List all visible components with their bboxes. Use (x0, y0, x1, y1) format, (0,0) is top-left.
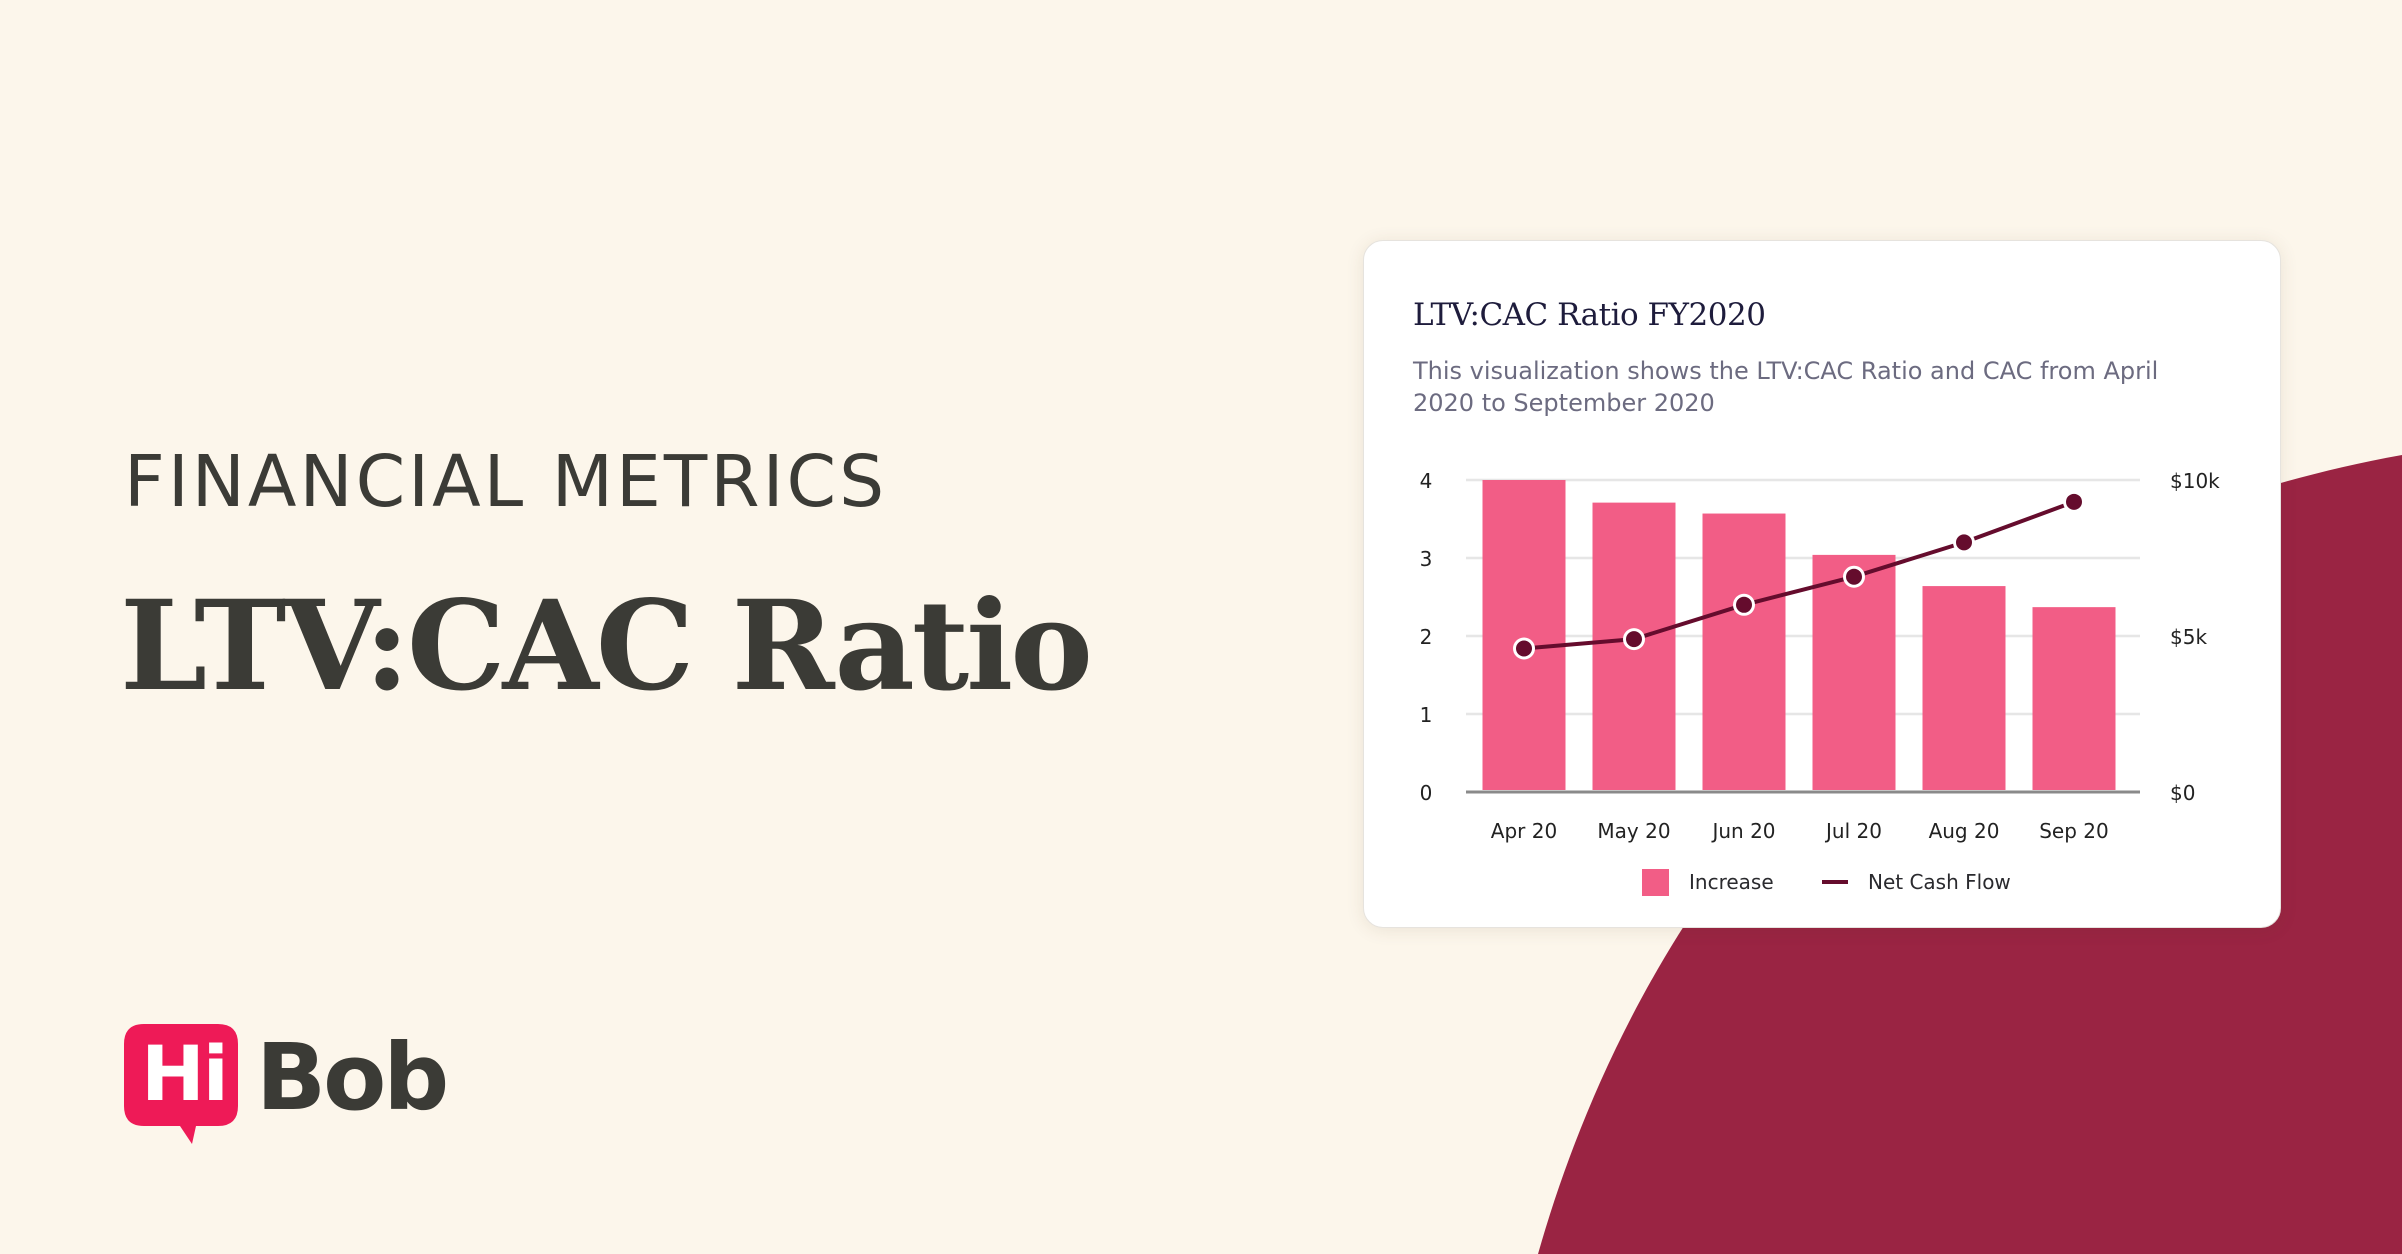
line-swatch-icon (1822, 880, 1848, 884)
y-right-tick-label: $0 (2170, 781, 2195, 805)
net-cash-flow-line (1523, 499, 2075, 651)
y-right-tick-label: $5k (2170, 625, 2207, 649)
y-left-tick-label: 0 (1420, 781, 1433, 805)
chart-legend: Increase Net Cash Flow (1364, 865, 2282, 899)
legend-label: Increase (1689, 870, 1774, 894)
bar (1482, 480, 1566, 790)
y-left-tick-label: 2 (1420, 625, 1433, 649)
page-title: LTV:CAC Ratio (120, 574, 1093, 719)
data-point (1736, 596, 1752, 613)
x-tick-label: Sep 20 (2039, 819, 2109, 843)
legend-item-increase[interactable]: Increase (1642, 865, 1774, 899)
y-left-tick-label: 1 (1420, 703, 1433, 727)
bar (1922, 586, 2006, 790)
x-tick-label: Jul 20 (1824, 819, 1882, 843)
hibob-logo: Hi Bob (122, 1022, 449, 1152)
data-point (1846, 568, 1862, 585)
logo-hi-text: Hi (141, 1029, 229, 1118)
x-tick-label: Aug 20 (1929, 819, 2000, 843)
chart-title: LTV:CAC Ratio FY2020 (1413, 297, 1766, 333)
data-point (2066, 493, 2082, 510)
y-left-tick-label: 3 (1420, 547, 1433, 571)
chart-card: LTV:CAC Ratio FY2020 This visualization … (1363, 240, 2281, 928)
y-left-tick-label: 4 (1420, 469, 1433, 493)
bar (2032, 607, 2116, 790)
x-tick-label: May 20 (1597, 819, 1670, 843)
bar (1702, 513, 1786, 790)
x-tick-label: Apr 20 (1491, 819, 1557, 843)
chart-subtitle: This visualization shows the LTV:CAC Rat… (1413, 357, 2159, 417)
y-right-tick-label: $10k (2170, 469, 2220, 493)
data-point (1956, 534, 1972, 551)
data-point (1516, 640, 1532, 657)
x-tick-label: Jun 20 (1710, 819, 1775, 843)
combo-chart: 0 1 2 3 4 $0 $5k $10k Apr 20 May 20 Jun 20 Jul 20 Au… (1420, 469, 2221, 843)
logo-bob-text: Bob (256, 1024, 449, 1131)
legend-label: Net Cash Flow (1868, 870, 2011, 894)
bar (1812, 554, 1896, 790)
data-point (1626, 631, 1642, 648)
eyebrow-label: FINANCIAL METRICS (124, 440, 888, 523)
legend-item-net-cash-flow[interactable]: Net Cash Flow (1822, 865, 2011, 899)
speech-bubble-icon (124, 1024, 238, 1144)
bar-swatch-icon (1642, 868, 1669, 896)
